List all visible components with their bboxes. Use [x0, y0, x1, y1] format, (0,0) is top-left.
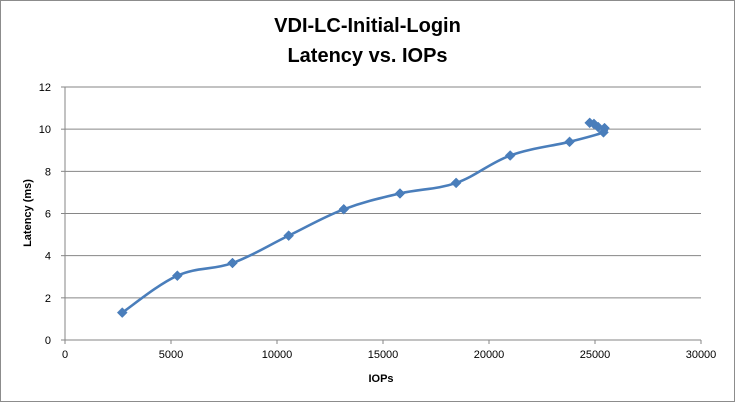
y-tick-label: 8 — [45, 166, 51, 178]
y-tick-label: 2 — [45, 293, 51, 305]
data-point — [584, 117, 596, 129]
chart-subtitle: Latency vs. IOPs — [287, 45, 448, 67]
y-tick-label: 0 — [45, 335, 51, 347]
data-point — [227, 257, 238, 269]
x-tick-label: 30000 — [686, 349, 717, 361]
gridlines — [65, 86, 701, 299]
y-tick-labels: 0 2 4 6 8 10 12 — [39, 82, 51, 347]
y-tick-label: 10 — [39, 124, 51, 136]
x-tick-label: 10000 — [262, 349, 293, 361]
x-tick-label: 15000 — [368, 349, 399, 361]
y-tick-label: 12 — [39, 82, 51, 94]
y-axis-title: Latency (ms) — [22, 179, 34, 247]
x-tick-labels: 0 5000 10000 15000 20000 25000 30000 — [62, 349, 716, 361]
data-point — [116, 307, 128, 318]
x-tick-label: 20000 — [474, 349, 505, 361]
series-latency — [116, 117, 610, 318]
axes — [61, 86, 702, 344]
data-point — [283, 230, 295, 241]
y-tick-label: 6 — [45, 209, 51, 221]
data-point — [338, 203, 350, 215]
data-point — [450, 177, 462, 189]
x-tick-label: 25000 — [580, 349, 611, 361]
series-line — [120, 121, 609, 314]
y-tick-label: 4 — [45, 251, 51, 263]
data-point — [172, 270, 183, 282]
data-point — [504, 150, 516, 161]
data-point — [564, 136, 575, 148]
data-point — [394, 188, 406, 199]
x-tick-label: 5000 — [159, 349, 183, 361]
x-tick-label: 0 — [62, 349, 68, 361]
chart-title: VDI-LC-Initial-Login — [274, 15, 461, 37]
x-axis-title: IOPs — [368, 373, 393, 385]
